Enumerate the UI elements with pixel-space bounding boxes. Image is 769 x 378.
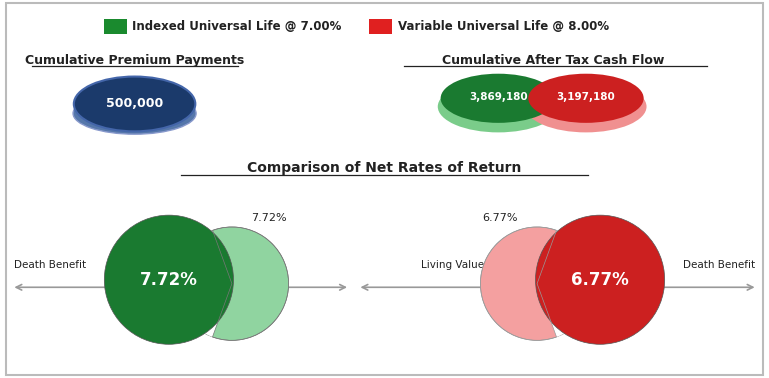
Circle shape (175, 227, 288, 340)
Text: Death Benefit: Death Benefit (14, 260, 86, 270)
Text: Variable Universal Life @ 8.00%: Variable Universal Life @ 8.00% (398, 20, 610, 33)
Text: 6.77%: 6.77% (482, 213, 518, 223)
Ellipse shape (528, 74, 644, 123)
Text: Indexed Universal Life @ 7.00%: Indexed Universal Life @ 7.00% (132, 20, 341, 33)
Text: 3,197,180: 3,197,180 (557, 92, 615, 102)
Ellipse shape (438, 81, 559, 132)
Bar (104, 19, 127, 34)
Wedge shape (537, 230, 594, 337)
Text: Comparison of Net Rates of Return: Comparison of Net Rates of Return (248, 161, 521, 175)
Circle shape (535, 215, 664, 344)
Text: 500,000: 500,000 (106, 98, 163, 110)
Text: Living Values: Living Values (421, 260, 490, 270)
Text: 3,869,180: 3,869,180 (469, 92, 528, 102)
Ellipse shape (73, 93, 196, 134)
Circle shape (105, 215, 234, 344)
Ellipse shape (525, 81, 647, 132)
Text: 7.72%: 7.72% (140, 271, 198, 289)
Text: Death Benefit: Death Benefit (683, 260, 755, 270)
Ellipse shape (441, 74, 556, 123)
Text: Cumulative After Tax Cash Flow: Cumulative After Tax Cash Flow (442, 54, 665, 67)
Wedge shape (175, 230, 232, 337)
Bar (369, 19, 392, 34)
Circle shape (481, 227, 594, 340)
Text: 6.77%: 6.77% (571, 271, 629, 289)
Text: 7.72%: 7.72% (251, 213, 287, 223)
Text: Cumulative Premium Payments: Cumulative Premium Payments (25, 54, 245, 67)
Ellipse shape (74, 77, 195, 132)
